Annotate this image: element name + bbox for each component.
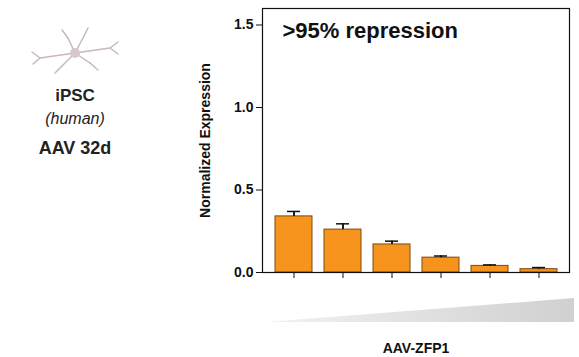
svg-text:0.0: 0.0 <box>234 264 254 280</box>
html-text:iPSC: iPSC <box>55 86 95 105</box>
svg-text:Normalized Expression: Normalized Expression <box>197 63 213 218</box>
svg-text:1.5: 1.5 <box>234 16 254 32</box>
svg-text:1.0: 1.0 <box>234 99 254 115</box>
html-text:(human): (human) <box>45 110 105 127</box>
svg-text:AAV-ZFP1: AAV-ZFP1 <box>383 340 450 356</box>
html-text:AAV 32d: AAV 32d <box>38 138 112 158</box>
svg-text:0.5: 0.5 <box>234 181 254 197</box>
svg-text:>95% repression: >95% repression <box>283 18 458 43</box>
